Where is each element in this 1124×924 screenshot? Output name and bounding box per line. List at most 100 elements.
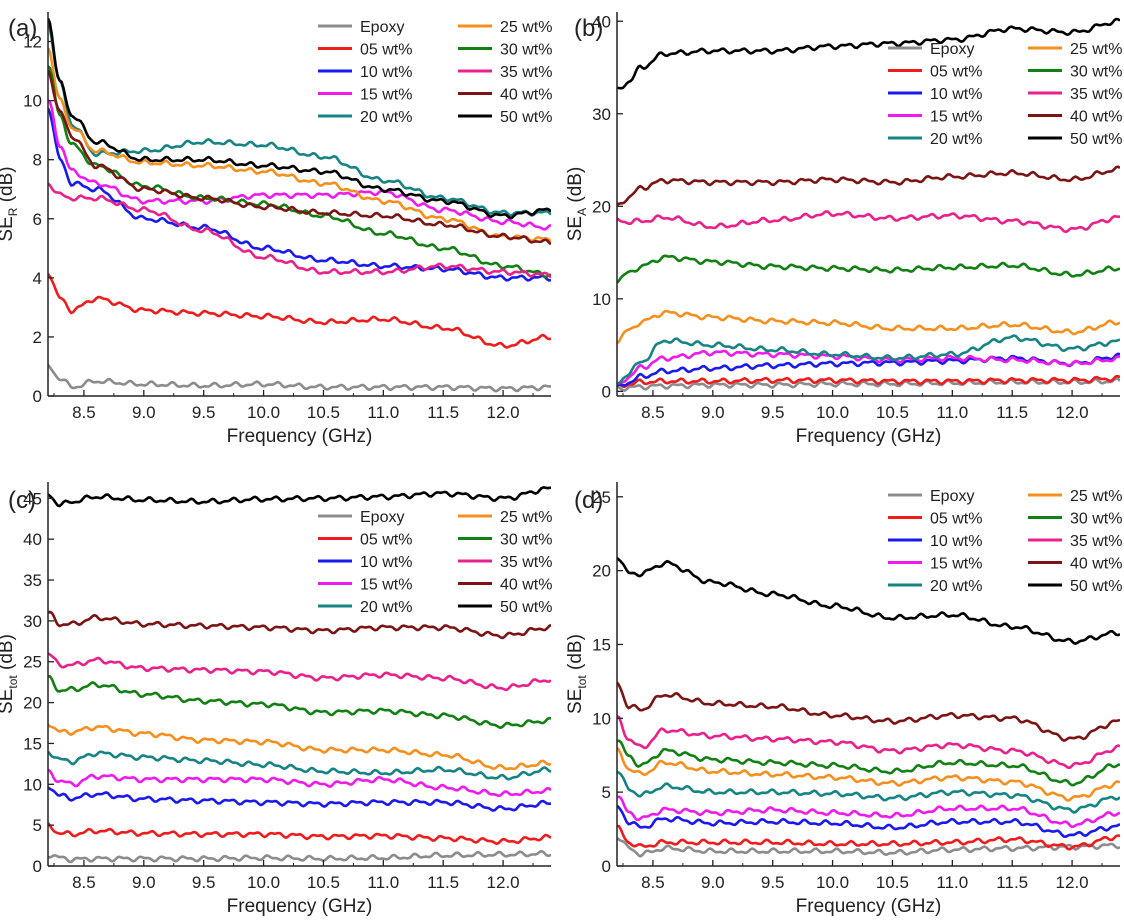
y-axis-title: SEtot (dB) (0, 634, 20, 714)
series-line-20-wt- (48, 750, 551, 781)
legend-label: Epoxy (930, 488, 974, 505)
legend-label: 05 wt% (930, 64, 982, 81)
series-line-05-wt- (617, 374, 1120, 388)
legend-label: 05 wt% (360, 532, 412, 549)
legend-label: 50 wt% (1070, 578, 1122, 595)
legend-label: 50 wt% (500, 109, 552, 126)
legend-label: Epoxy (360, 19, 404, 36)
legend-label: Epoxy (930, 41, 974, 58)
series-line-35-wt- (617, 210, 1120, 234)
x-tick-label: 8.5 (641, 873, 665, 892)
series-line-50-wt- (48, 486, 551, 508)
legend: Epoxy 05 wt% 10 wt% 15 wt% 20 wt% 25 wt% 30 wt… (318, 509, 552, 616)
legend-label: 05 wt% (930, 511, 982, 528)
y-tick-label: 0 (602, 857, 611, 876)
legend-label: 30 wt% (500, 532, 552, 549)
panel-letter: (a) (8, 15, 37, 42)
legend-label: Epoxy (360, 509, 404, 526)
series-line-50-wt- (617, 557, 1120, 645)
y-tick-label: 30 (592, 105, 611, 124)
series-lines (617, 17, 1120, 392)
y-tick-label: 25 (592, 488, 611, 507)
x-tick-label: 11.5 (427, 873, 459, 892)
series-line-epoxy (48, 849, 551, 864)
legend-label: 05 wt% (360, 42, 412, 59)
x-tick-label: 9.5 (761, 403, 785, 422)
y-tick-label: 6 (33, 210, 42, 229)
x-tick-label: 11.0 (936, 403, 968, 422)
series-line-25-wt- (617, 747, 1120, 802)
series-line-15-wt- (48, 99, 551, 231)
y-tick-label: 45 (23, 489, 42, 508)
y-tick-label: 0 (33, 857, 42, 876)
x-axis-title: Frequency (GHz) (796, 426, 942, 447)
y-tick-label: 5 (33, 816, 42, 835)
y-tick-label: 25 (23, 653, 42, 672)
legend-label: 40 wt% (500, 577, 552, 594)
series-line-40-wt- (48, 610, 551, 640)
y-axis-title: SEtot (dB) (565, 634, 589, 714)
x-tick-label: 10.5 (307, 873, 340, 892)
y-tick-label: 10 (23, 775, 42, 794)
legend-label: 35 wt% (1070, 533, 1122, 550)
series-line-10-wt- (617, 804, 1120, 838)
x-tick-label: 9.0 (701, 873, 725, 892)
x-tick-label: 10.0 (816, 403, 849, 422)
x-tick-label: 8.5 (72, 873, 96, 892)
y-tick-label: 0 (33, 387, 42, 406)
legend-label: 10 wt% (930, 86, 982, 103)
chart-panel: 8.5 9.0 9.5 10.0 10.5 11.0 11.5 12.0 0 5 10 15 20 25 F… (565, 482, 1122, 917)
chart-panel: 8.5 9.0 9.5 10.0 10.5 11.0 11.5 12.0 0 5 10 15 20 25 3… (0, 482, 552, 917)
legend-label: 25 wt% (500, 19, 552, 36)
x-tick-label: 9.0 (701, 403, 725, 422)
chart-panel: 8.5 9.0 9.5 10.0 10.5 11.0 11.5 12.0 0 10 20 30 40 Fr… (565, 12, 1122, 447)
y-axis-title: SER (dB) (0, 166, 20, 241)
y-tick-label: 15 (592, 635, 611, 654)
x-tick-label: 10.0 (247, 873, 280, 892)
y-tick-label: 40 (592, 12, 611, 31)
legend: Epoxy 05 wt% 10 wt% 15 wt% 20 wt% 25 wt% 30 wt… (888, 488, 1122, 595)
x-tick-label: 10.5 (876, 403, 909, 422)
chart-panel: 8.5 9.0 9.5 10.0 10.5 11.0 11.5 12.0 0 2 4 6 8 10 12 Fr… (0, 12, 552, 447)
legend-label: 35 wt% (500, 64, 552, 81)
x-axis-title: Frequency (GHz) (227, 896, 373, 917)
x-tick-label: 12.0 (1056, 873, 1089, 892)
series-line-25-wt- (48, 723, 551, 771)
series-line-50-wt- (617, 17, 1120, 90)
legend-label: 50 wt% (1070, 131, 1122, 148)
panel-letter: (d) (574, 487, 603, 514)
legend-label: 10 wt% (360, 64, 412, 81)
x-tick-label: 9.5 (192, 873, 216, 892)
y-tick-label: 0 (602, 382, 611, 401)
y-tick-label: 20 (592, 197, 611, 216)
x-axis-title: Frequency (GHz) (796, 896, 942, 917)
series-line-20-wt- (617, 770, 1120, 814)
legend-label: 40 wt% (500, 87, 552, 104)
x-tick-label: 11.5 (427, 403, 459, 422)
series-line-15-wt- (48, 768, 551, 798)
series-line-05-wt- (48, 272, 551, 349)
y-tick-label: 10 (23, 92, 42, 111)
legend-label: 25 wt% (1070, 488, 1122, 505)
series-line-40-wt- (617, 681, 1120, 742)
x-tick-label: 11.0 (367, 873, 399, 892)
x-tick-label: 10.5 (876, 873, 909, 892)
x-tick-label: 9.5 (761, 873, 785, 892)
x-tick-label: 11.5 (996, 873, 1028, 892)
legend-label: 25 wt% (1070, 41, 1122, 58)
series-line-epoxy (48, 364, 551, 393)
x-tick-label: 9.0 (132, 873, 156, 892)
panel-letter: (b) (574, 15, 603, 42)
x-axis-title: Frequency (GHz) (227, 426, 373, 447)
y-tick-label: 40 (23, 530, 42, 549)
legend-label: 35 wt% (500, 554, 552, 571)
legend-label: 30 wt% (500, 42, 552, 59)
series-lines (48, 17, 551, 393)
y-tick-label: 12 (23, 33, 42, 52)
legend-label: 35 wt% (1070, 86, 1122, 103)
x-tick-label: 11.0 (936, 873, 968, 892)
x-tick-label: 10.5 (307, 403, 340, 422)
y-tick-label: 10 (592, 709, 611, 728)
series-line-10-wt- (48, 786, 551, 812)
